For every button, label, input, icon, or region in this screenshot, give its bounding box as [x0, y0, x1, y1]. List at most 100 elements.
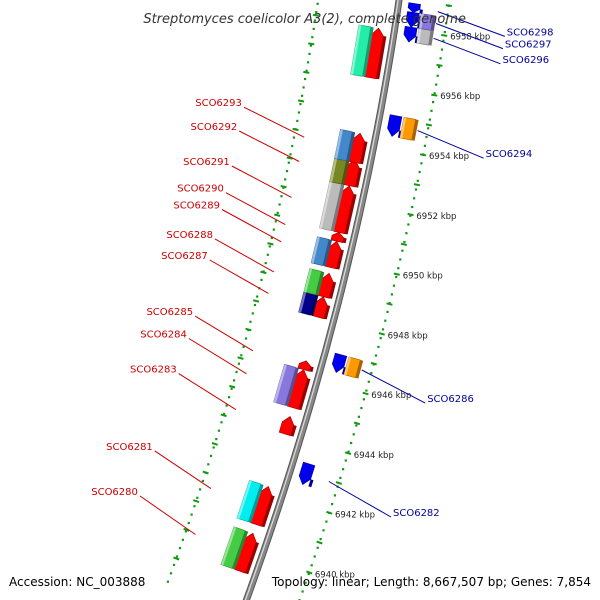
reverse-gene-sco6296-cog-highlight — [416, 28, 422, 44]
tick-dot-right — [390, 293, 393, 296]
tick-dot-right — [367, 380, 370, 383]
tick-dot-left — [175, 555, 179, 558]
tick-dot-left — [311, 36, 314, 39]
tick-dot-right — [423, 144, 426, 147]
tick-dot-left — [249, 320, 252, 323]
tick-dot-left — [181, 538, 184, 541]
kbp-label: 6958 kbp — [450, 32, 490, 42]
tick-dot-left — [209, 454, 213, 457]
forward-gene-unlabeled-12-shade — [376, 36, 387, 80]
tick-dot-left — [296, 119, 299, 122]
tick-dot-left — [274, 220, 277, 223]
tick-dot-right — [413, 197, 416, 200]
tick-mark — [353, 421, 361, 426]
forward-gene-sco6292-label-leader — [238, 130, 300, 162]
forward-gene-sco6283-label-leader — [178, 373, 237, 411]
tick-mark — [400, 242, 408, 246]
forward-gene-sco6289-shade — [336, 249, 344, 270]
tick-dot-right — [347, 450, 350, 453]
tick-dot-left — [196, 496, 199, 499]
tick-mark — [237, 356, 244, 360]
tick-dot-left — [223, 412, 226, 415]
tick-dot-left — [228, 396, 231, 399]
reverse-gene-sco6294 — [387, 114, 403, 137]
tick-dot-left — [193, 505, 196, 508]
forward-gene-sco6290-label: SCO6290 — [177, 184, 224, 195]
tick-mark — [245, 327, 252, 332]
tick-mark — [386, 302, 393, 306]
forward-gene-sco6291-cog-highlight — [319, 181, 333, 229]
tick-dot-left — [264, 262, 267, 265]
kbp-label: 6948 kbp — [388, 331, 428, 341]
tick-dot-left — [307, 61, 310, 64]
backbone-highlight — [244, 0, 399, 600]
tick-mark — [378, 332, 385, 336]
tick-dot-left — [297, 111, 300, 114]
reverse-gene-sco6282 — [298, 461, 316, 486]
reverse-gene-sco6286 — [331, 352, 348, 373]
reverse-gene-sco6296-cog-shade — [428, 30, 434, 46]
tick-dot-right — [316, 546, 319, 549]
forward-gene-sco6280-cog-shade — [232, 530, 249, 570]
tick-dot-left — [225, 404, 228, 407]
reverse-gene-sco6297-label-leader — [435, 23, 504, 50]
tick-dot-left — [233, 379, 236, 382]
tick-dot-left — [217, 429, 220, 432]
tick-mark — [260, 270, 267, 275]
tick-dot-right — [428, 118, 431, 121]
forward-gene-sco6291-label-leader — [231, 165, 292, 198]
forward-gene-sco6288-cog-shade — [315, 271, 325, 296]
tick-dot-right — [420, 162, 423, 165]
forward-gene-sco6284-label: SCO6284 — [140, 330, 187, 341]
tick-mark — [297, 99, 305, 103]
forward-gene-sco6285 — [297, 360, 312, 372]
tick-dot-left — [172, 563, 176, 566]
tick-dot-left — [289, 153, 292, 156]
tick-dot-right — [395, 275, 398, 279]
forward-gene-sco6287-cog-highlight — [298, 291, 307, 313]
forward-gene-sco6283-shade — [290, 425, 297, 437]
tick-mark — [431, 93, 438, 97]
kbp-label: 6946 kbp — [371, 391, 411, 401]
tick-dot-left — [292, 136, 295, 139]
tick-dot-right — [430, 109, 433, 112]
tick-dot-right — [397, 267, 400, 270]
tick-mark — [280, 185, 287, 189]
tick-mark — [441, 34, 448, 37]
tick-dot-left — [280, 195, 283, 198]
forward-gene-sco6288-cog-highlight — [303, 268, 313, 293]
tick-dot-left — [178, 547, 182, 550]
tick-dot-left — [260, 278, 263, 281]
tick-dot-left — [305, 69, 308, 72]
reverse-gene-sco6286-label-leader — [361, 369, 426, 404]
tick-dot-right — [392, 284, 396, 287]
tick-mark — [335, 481, 343, 485]
tick-mark — [308, 42, 315, 46]
forward-gene-sco6280-shade — [245, 542, 259, 575]
tick-mark — [306, 570, 313, 575]
tick-dot-right — [411, 205, 414, 209]
tick-dot-left — [184, 530, 187, 533]
tick-mark — [286, 156, 293, 160]
forward-gene-sco6292-cog-shade — [341, 157, 350, 185]
backbone-line — [243, 0, 402, 600]
reverse-gene-sco6282-label-leader — [328, 481, 392, 518]
tick-dot-right — [432, 101, 435, 104]
tick-mark — [220, 413, 227, 418]
tick-dot-left — [304, 77, 307, 81]
tick-dot-left — [207, 463, 210, 466]
tick-dot-left — [199, 488, 202, 491]
forward-gene-sco6280-label: SCO6280 — [91, 487, 138, 498]
forward-gene-sco6289-cog-shade — [322, 239, 332, 267]
kbp-scale: 6940 kbp 6942 kbp 6944 kbp 6946 kbp 6948 kbp… — [166, 2, 490, 600]
tick-mark — [229, 384, 236, 389]
tick-mark — [326, 510, 333, 515]
reverse-gene-sco6294-label: SCO6294 — [486, 149, 533, 160]
tick-dot-left — [201, 479, 204, 483]
tick-dot-right — [365, 389, 368, 392]
tick-dot-left — [166, 580, 169, 583]
tick-dot-left — [235, 370, 238, 374]
kbp-label: 6950 kbp — [403, 272, 443, 282]
forward-gene-sco6288-label: SCO6288 — [166, 230, 213, 241]
tick-dot-right — [384, 319, 387, 322]
